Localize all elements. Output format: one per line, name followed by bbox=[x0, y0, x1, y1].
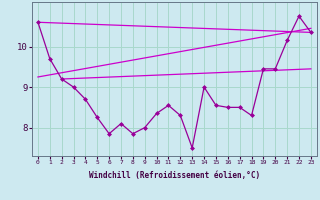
X-axis label: Windchill (Refroidissement éolien,°C): Windchill (Refroidissement éolien,°C) bbox=[89, 171, 260, 180]
